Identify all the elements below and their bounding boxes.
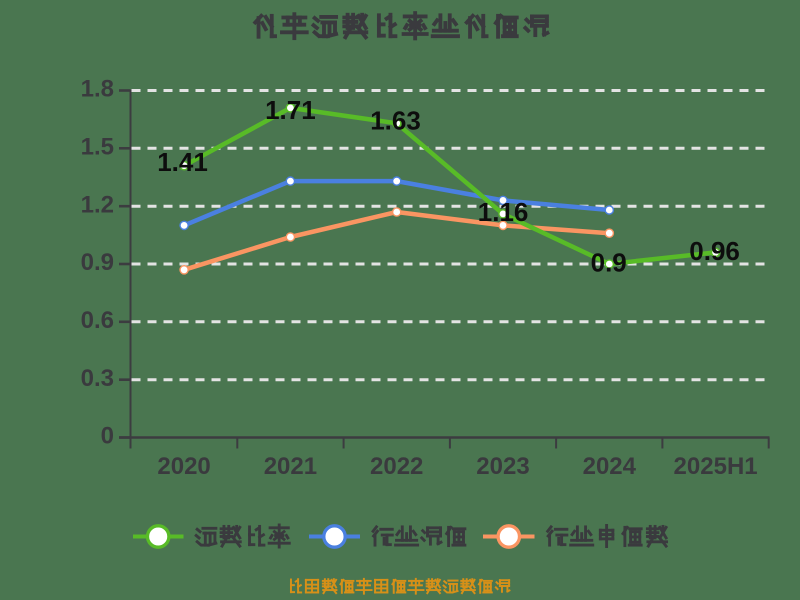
svg-text:0.3: 0.3 [81,365,114,392]
svg-text:2025H1: 2025H1 [674,453,758,480]
svg-text:1.71: 1.71 [265,95,316,125]
svg-text:2024: 2024 [583,453,637,480]
svg-text:0.96: 0.96 [689,236,740,266]
svg-text:1.16: 1.16 [478,197,529,227]
svg-text:1.5: 1.5 [81,134,114,161]
svg-text:0.6: 0.6 [81,307,114,334]
svg-text:2021: 2021 [264,453,317,480]
svg-text:1.63: 1.63 [370,105,421,135]
svg-text:1.8: 1.8 [81,76,114,103]
svg-text:1.41: 1.41 [157,147,208,177]
svg-text:2020: 2020 [157,453,210,480]
svg-text:0: 0 [101,423,114,450]
svg-text:2023: 2023 [476,453,529,480]
svg-text:2022: 2022 [370,453,423,480]
svg-text:0.9: 0.9 [81,249,114,276]
svg-text:0.9: 0.9 [591,248,627,278]
svg-text:1.2: 1.2 [81,191,114,218]
